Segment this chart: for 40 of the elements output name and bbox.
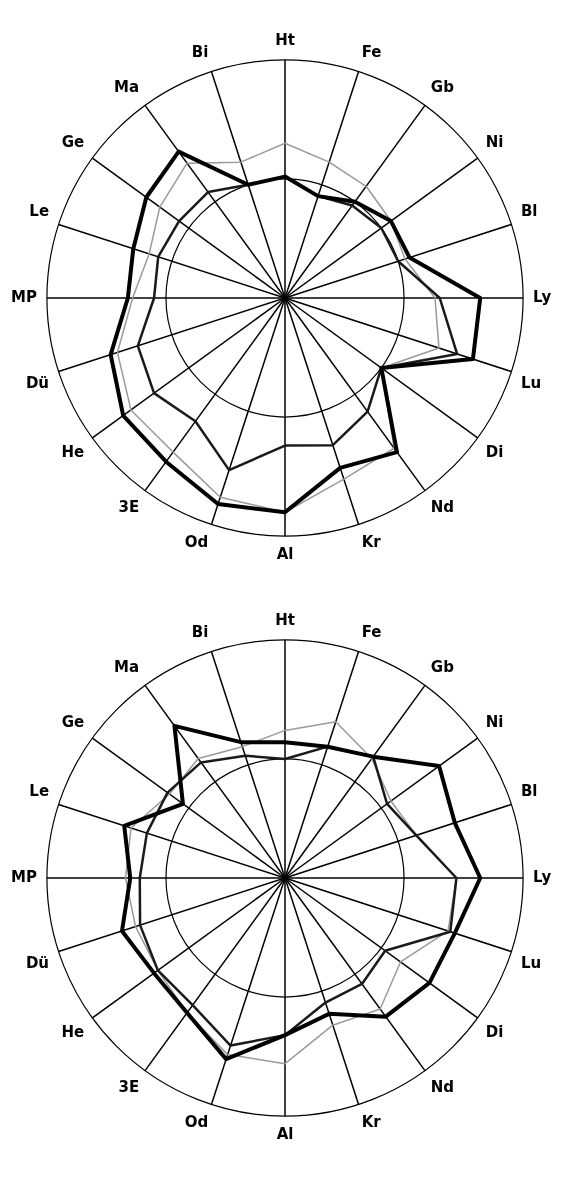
spoke-label: Dü [25,373,50,392]
spoke-label: MP [11,287,37,306]
spoke-label: Gb [430,78,455,97]
spoke-label: Ma [114,658,140,677]
spoke-label: Ma [114,78,140,97]
spoke-label: Fe [361,42,382,61]
spoke-label: He [61,1022,85,1041]
spoke-label: Nd [430,497,455,516]
spoke-label: He [61,442,85,461]
spoke-label: Kr [361,1112,382,1131]
spoke-label: Di [485,442,504,461]
spoke-label: Od [184,532,209,551]
spoke-label: Di [485,1022,504,1041]
spoke-label: Bi [191,42,209,61]
spoke-label: Lu [520,373,542,392]
spoke-label: Ly [533,287,552,306]
spoke-label: Od [184,1112,209,1131]
spoke-label: Bl [520,782,538,801]
spoke-label: Kr [361,532,382,551]
spoke-label: Ni [485,133,504,152]
spoke-label: Ht [275,610,295,629]
spoke-label: Ge [61,133,85,152]
spoke-label: Gb [430,658,455,677]
spoke-label: Bi [191,622,209,641]
spoke-label: Ni [485,713,504,732]
spoke-label: Ly [533,867,552,886]
spoke-label: Lu [520,953,542,972]
spoke-label: Bl [520,202,538,221]
spoke-label: Le [29,202,50,221]
spoke-label: 3E [118,1077,140,1096]
spoke-label: Al [276,544,294,563]
spoke-label: Le [29,782,50,801]
spoke-label: Al [276,1124,294,1143]
spoke-label: Nd [430,1077,455,1096]
spoke-label: 3E [118,497,140,516]
spoke-label: Ht [275,30,295,49]
spoke-label: Ge [61,713,85,732]
spoke-label: Fe [361,622,382,641]
spoke-label: Dü [25,953,50,972]
spoke-label: MP [11,867,37,886]
